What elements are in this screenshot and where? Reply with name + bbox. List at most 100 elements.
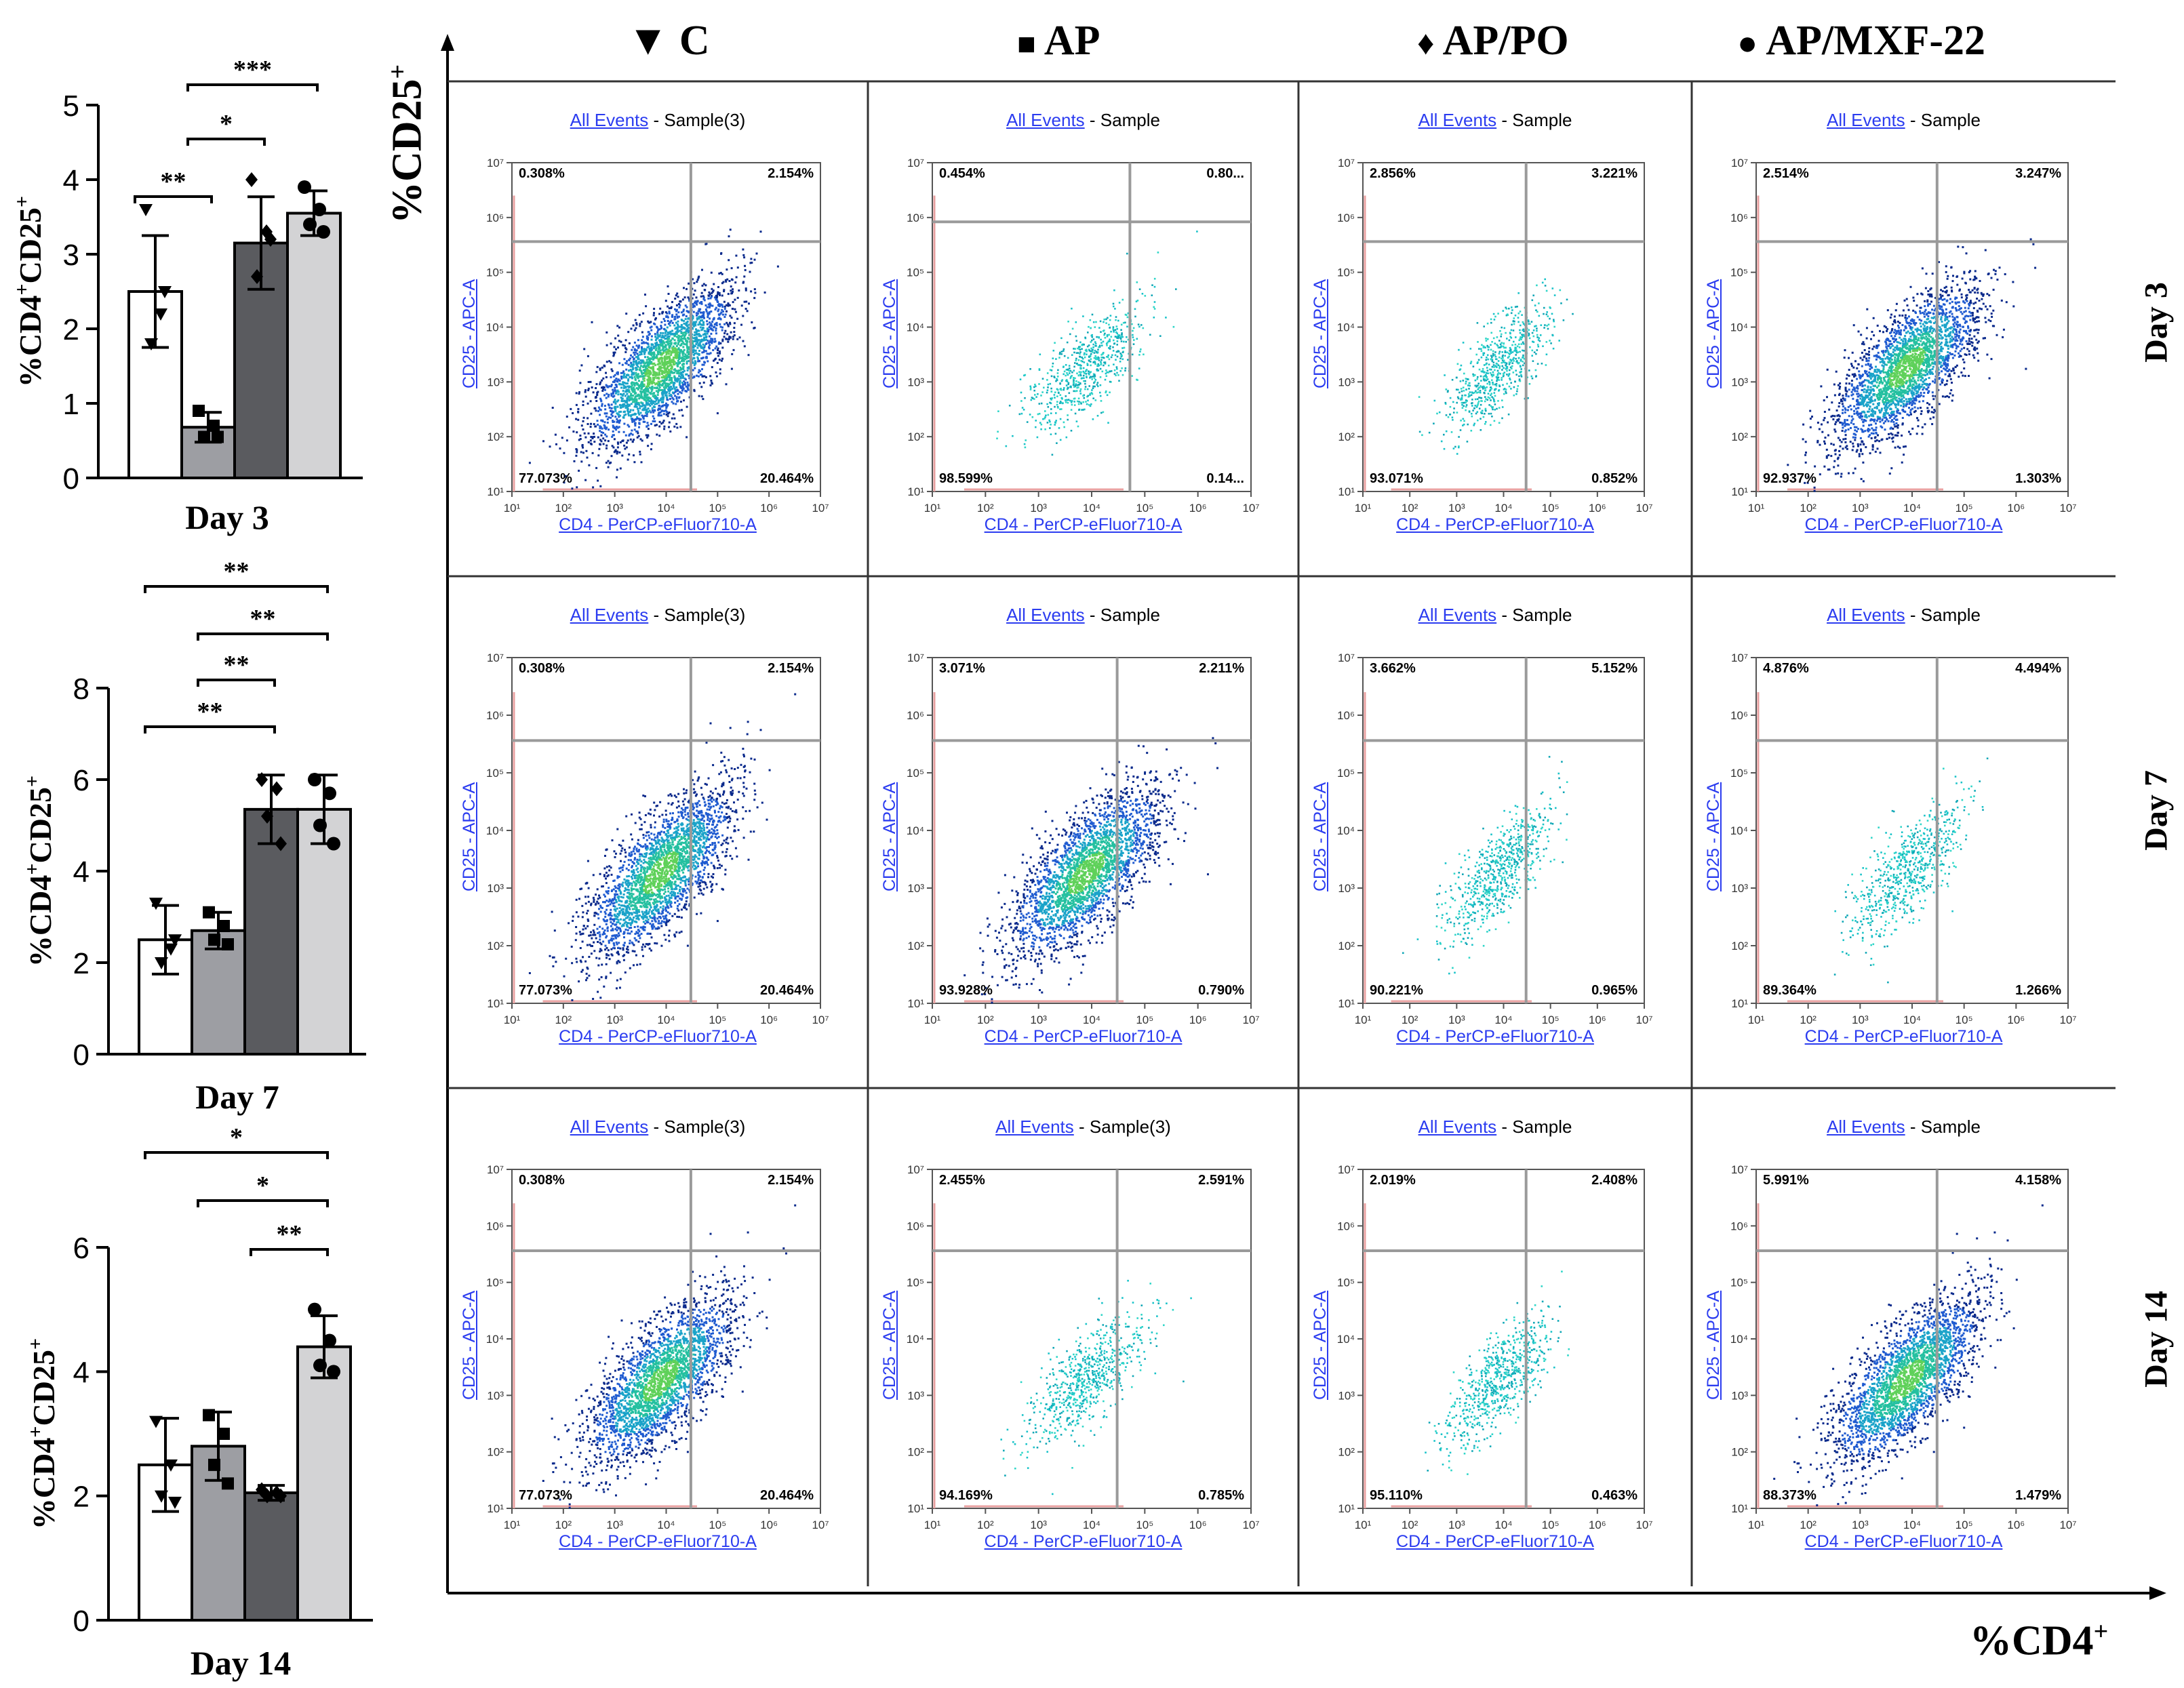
significance-bracket — [197, 679, 276, 687]
flow-y-axis-label[interactable]: CD25 - APC-A — [460, 279, 479, 388]
all-events-link[interactable]: All Events — [570, 1117, 649, 1137]
bar-AP/MXF-22 — [286, 212, 342, 479]
all-events-link[interactable]: All Events — [995, 1117, 1074, 1137]
panel-title: All Events - Sample(3) — [448, 1117, 868, 1138]
data-point — [261, 1488, 273, 1504]
all-events-link[interactable]: All Events — [1006, 110, 1085, 130]
plot-frame — [1362, 162, 1645, 492]
all-events-link[interactable]: All Events — [1418, 1117, 1497, 1137]
quadrant-lower-right-pct: 0.14... — [1176, 471, 1244, 487]
flow-y-axis-label[interactable]: CD25 - APC-A — [1311, 1291, 1330, 1400]
y-tick-label: 10⁷ — [1731, 651, 1748, 664]
y-tick-label: 4 — [63, 164, 79, 197]
flow-x-axis-label[interactable]: CD4 - PerCP-eFluor710-A — [1298, 1532, 1692, 1552]
header-ap-po: ♦ AP/PO — [1417, 17, 1569, 65]
all-events-link[interactable]: All Events — [1418, 605, 1497, 625]
event-dots — [542, 1204, 797, 1509]
quadrant-upper-left-pct: 5.991% — [1763, 1173, 1809, 1188]
x-tick-label: 10⁴ — [1903, 502, 1921, 515]
y-tick-label: 10³ — [487, 882, 504, 895]
data-point — [271, 781, 283, 797]
all-events-link[interactable]: All Events — [570, 110, 649, 130]
y-tick-label: 10⁷ — [1338, 1163, 1355, 1176]
y-tick-label: 10⁴ — [1337, 321, 1355, 334]
flow-panel-r0-c1: All Events - Sample CD4 - PerCP-eFluor710… — [868, 81, 1298, 576]
significance-bracket — [250, 1248, 329, 1256]
y-tick-label: 10⁴ — [907, 1333, 924, 1346]
y-tick-label: 0 — [73, 1039, 90, 1072]
data-point — [222, 1477, 234, 1490]
all-events-link[interactable]: All Events — [570, 605, 649, 625]
flow-y-axis-label[interactable]: CD25 - APC-A — [880, 782, 900, 891]
flow-x-axis-label[interactable]: CD4 - PerCP-eFluor710-A — [1298, 515, 1692, 535]
all-events-link[interactable]: All Events — [1827, 605, 1905, 625]
flow-x-axis-label[interactable]: CD4 - PerCP-eFluor710-A — [868, 515, 1298, 535]
x-tick-label: 10⁴ — [1083, 1519, 1100, 1531]
flow-panel-r1-c0: All Events - Sample(3) CD4 - PerCP-eFluor… — [448, 576, 868, 1088]
y-tick-label: 10⁷ — [907, 157, 924, 169]
y-tick-label: 10³ — [907, 882, 924, 895]
significance-label: *** — [233, 56, 272, 84]
flow-y-axis-label[interactable]: CD25 - APC-A — [880, 279, 900, 388]
quadrant-lower-left-pct: 88.373% — [1763, 1488, 1816, 1504]
significance-bracket — [144, 585, 329, 593]
flow-y-axis-label[interactable]: CD25 - APC-A — [880, 1291, 900, 1400]
quadrant-upper-right-pct: 2.154% — [746, 166, 814, 182]
flow-x-axis-label[interactable]: CD4 - PerCP-eFluor710-A — [1692, 515, 2116, 535]
flow-x-axis-label[interactable]: CD4 - PerCP-eFluor710-A — [448, 515, 868, 535]
panel-title: All Events - Sample — [1298, 1117, 1692, 1138]
flow-y-axis-label[interactable]: CD25 - APC-A — [1704, 1291, 1724, 1400]
flow-plot-r2-c3: 10¹10¹10²10²10³10³10⁴10⁴10⁵10⁵10⁶10⁶10⁷1… — [1730, 1163, 2077, 1531]
all-events-link[interactable]: All Events — [1827, 110, 1905, 130]
all-events-link[interactable]: All Events — [1827, 1117, 1905, 1137]
x-tick-label: 10⁵ — [709, 502, 726, 515]
quadrant-lower-left-pct: 94.169% — [939, 1488, 993, 1504]
flow-y-axis-label[interactable]: CD25 - APC-A — [1704, 279, 1724, 388]
y-tick-label: 10² — [907, 430, 924, 443]
significance-bracket — [197, 1199, 329, 1207]
flow-x-axis-label[interactable]: CD4 - PerCP-eFluor710-A — [868, 1027, 1298, 1047]
y-tick-label: 10⁷ — [487, 157, 504, 169]
bar-AP — [191, 929, 246, 1056]
y-tick-label: 10⁴ — [486, 321, 504, 334]
data-point — [323, 1333, 336, 1348]
data-point — [303, 218, 317, 231]
quadrant-lower-left-pct: 77.073% — [519, 983, 572, 999]
y-tick-label: 10³ — [1338, 1389, 1355, 1402]
bar-AP/PO — [243, 807, 299, 1056]
data-point — [208, 1458, 220, 1471]
sample-name: - Sample(3) — [648, 1117, 746, 1137]
flow-x-axis-label[interactable]: CD4 - PerCP-eFluor710-A — [868, 1532, 1298, 1552]
flow-x-axis-label[interactable]: CD4 - PerCP-eFluor710-A — [1692, 1027, 2116, 1047]
flow-y-axis-label[interactable]: CD25 - APC-A — [460, 782, 479, 891]
flow-x-axis-label[interactable]: CD4 - PerCP-eFluor710-A — [1692, 1532, 2116, 1552]
significance-label: ** — [197, 698, 223, 726]
flow-y-axis-label[interactable]: CD25 - APC-A — [1704, 782, 1724, 891]
y-tick-label: 10³ — [487, 1389, 504, 1402]
quadrant-upper-right-pct: 5.152% — [1570, 661, 1637, 677]
flow-y-axis-label[interactable]: CD25 - APC-A — [1311, 279, 1330, 388]
y-tick-label: 3 — [63, 239, 79, 272]
flow-x-axis-label[interactable]: CD4 - PerCP-eFluor710-A — [448, 1532, 868, 1552]
significance-label: ** — [161, 167, 186, 196]
flow-y-axis-label[interactable]: CD25 - APC-A — [1311, 782, 1330, 891]
x-tick-label: 10⁶ — [1589, 502, 1606, 515]
y-tick-label: 10⁴ — [1730, 321, 1748, 334]
significance-bracket — [186, 83, 319, 92]
significance-label: ** — [250, 605, 276, 633]
flow-x-axis-label[interactable]: CD4 - PerCP-eFluor710-A — [448, 1027, 868, 1047]
flow-x-axis-label[interactable]: CD4 - PerCP-eFluor710-A — [1298, 1027, 1692, 1047]
all-events-link[interactable]: All Events — [1418, 110, 1497, 130]
plot-frame — [932, 1169, 1252, 1509]
flow-panel-r2-c1: All Events - Sample(3) CD4 - PerCP-eFluor… — [868, 1088, 1298, 1593]
all-events-link[interactable]: All Events — [1006, 605, 1085, 625]
x-tick-label: 10³ — [1030, 502, 1047, 515]
x-tick-label: 10⁴ — [1494, 502, 1512, 515]
flow-y-axis-label[interactable]: CD25 - APC-A — [460, 1291, 479, 1400]
y-tick-label: 2 — [63, 313, 79, 346]
x-tick-label: 10¹ — [1748, 1013, 1765, 1026]
